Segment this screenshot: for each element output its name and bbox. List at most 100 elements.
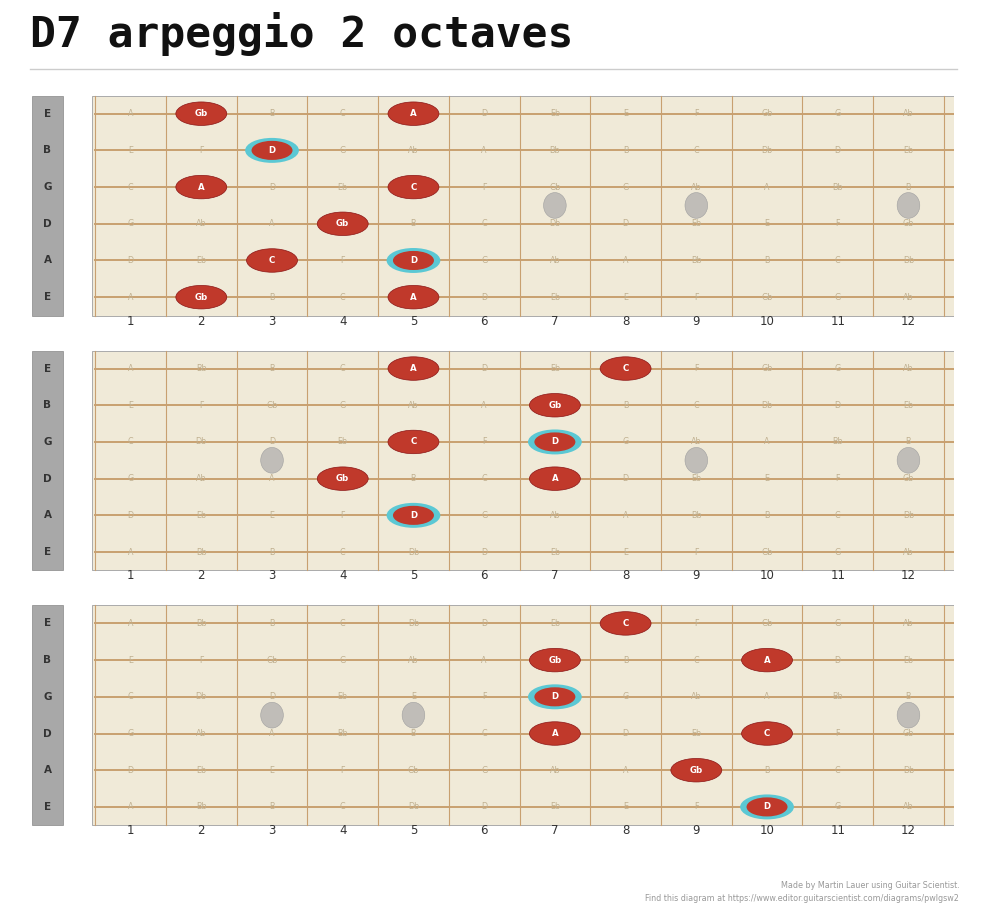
Text: Gb: Gb	[336, 474, 349, 483]
Text: Ab: Ab	[196, 474, 206, 483]
Text: A: A	[43, 766, 51, 775]
Text: F: F	[481, 182, 486, 191]
Text: Ab: Ab	[690, 692, 701, 701]
Text: Ab: Ab	[196, 219, 206, 229]
Text: D: D	[480, 364, 487, 373]
Text: G: G	[834, 619, 840, 628]
Ellipse shape	[387, 356, 439, 380]
Text: D: D	[43, 473, 51, 483]
Text: D: D	[834, 146, 840, 155]
Text: A: A	[128, 293, 133, 302]
Text: A: A	[763, 182, 769, 191]
Ellipse shape	[670, 758, 721, 782]
Text: E: E	[44, 547, 51, 557]
Ellipse shape	[740, 649, 792, 672]
Text: Bb: Bb	[831, 692, 842, 701]
Text: Gb: Gb	[902, 219, 913, 229]
Text: Gb: Gb	[760, 364, 772, 373]
Text: F: F	[693, 803, 698, 812]
Text: D: D	[268, 692, 275, 701]
Ellipse shape	[543, 192, 566, 219]
Text: F: F	[340, 256, 345, 265]
Text: G: G	[622, 182, 628, 191]
Text: D: D	[268, 437, 275, 446]
Text: 3: 3	[268, 315, 275, 327]
Text: Ab: Ab	[549, 766, 560, 775]
Text: F: F	[693, 619, 698, 628]
Text: Eb: Eb	[196, 766, 206, 775]
Text: C: C	[622, 619, 628, 628]
Text: B: B	[43, 655, 51, 665]
Text: F: F	[693, 548, 698, 557]
Text: D: D	[480, 619, 487, 628]
Ellipse shape	[392, 251, 434, 270]
Text: 9: 9	[692, 570, 699, 582]
Text: E: E	[764, 219, 769, 229]
Ellipse shape	[896, 447, 919, 473]
Ellipse shape	[533, 433, 575, 452]
Text: A: A	[622, 766, 628, 775]
Text: C: C	[127, 692, 133, 701]
Text: C: C	[410, 182, 416, 191]
Ellipse shape	[387, 286, 439, 309]
Text: F: F	[693, 293, 698, 302]
Text: 12: 12	[900, 824, 915, 837]
Text: F: F	[199, 656, 203, 665]
Text: G: G	[480, 766, 487, 775]
Ellipse shape	[317, 467, 368, 491]
Text: 8: 8	[621, 570, 629, 582]
Ellipse shape	[684, 192, 707, 219]
Text: Db: Db	[407, 619, 419, 628]
Text: D: D	[480, 109, 487, 118]
Text: D: D	[763, 803, 770, 812]
Bar	[32, 606, 63, 825]
Text: E: E	[622, 803, 627, 812]
Text: C: C	[127, 437, 133, 446]
Text: 7: 7	[550, 824, 558, 837]
Text: Eb: Eb	[549, 364, 559, 373]
Text: Bb: Bb	[690, 511, 701, 520]
Ellipse shape	[684, 447, 707, 473]
Text: B: B	[43, 145, 51, 155]
Text: 8: 8	[621, 824, 629, 837]
Ellipse shape	[387, 502, 440, 528]
Text: C: C	[127, 182, 133, 191]
Text: Bb: Bb	[549, 146, 560, 155]
Text: C: C	[339, 803, 345, 812]
Text: C: C	[763, 729, 769, 738]
Ellipse shape	[528, 722, 580, 746]
Text: Bb: Bb	[196, 619, 206, 628]
Ellipse shape	[745, 797, 787, 816]
Text: A: A	[410, 109, 416, 118]
Text: Bb: Bb	[831, 182, 842, 191]
Text: E: E	[128, 656, 133, 665]
Text: D: D	[622, 729, 628, 738]
Ellipse shape	[392, 506, 434, 525]
Text: Bb: Bb	[196, 803, 206, 812]
Text: 12: 12	[900, 570, 915, 582]
Text: G: G	[339, 401, 345, 410]
Text: Gb: Gb	[266, 401, 277, 410]
Ellipse shape	[740, 795, 793, 819]
Text: Made by Martin Lauer using Guitar Scientist.
Find this diagram at https://www.ed: Made by Martin Lauer using Guitar Scient…	[645, 882, 958, 902]
Text: A: A	[763, 656, 769, 665]
Text: D: D	[551, 692, 558, 701]
Text: Eb: Eb	[690, 729, 701, 738]
Ellipse shape	[251, 141, 292, 160]
Text: E: E	[269, 511, 274, 520]
Ellipse shape	[176, 286, 227, 309]
Text: B: B	[269, 803, 274, 812]
Text: B: B	[622, 146, 628, 155]
Text: Db: Db	[195, 437, 207, 446]
Ellipse shape	[176, 175, 227, 199]
Text: C: C	[693, 146, 698, 155]
Text: Db: Db	[760, 401, 772, 410]
Text: C: C	[834, 511, 840, 520]
Text: D: D	[480, 803, 487, 812]
Ellipse shape	[528, 430, 581, 454]
Text: G: G	[622, 437, 628, 446]
Text: G: G	[834, 293, 840, 302]
Text: 7: 7	[550, 570, 558, 582]
Text: Ab: Ab	[902, 364, 913, 373]
Text: E: E	[44, 364, 51, 374]
